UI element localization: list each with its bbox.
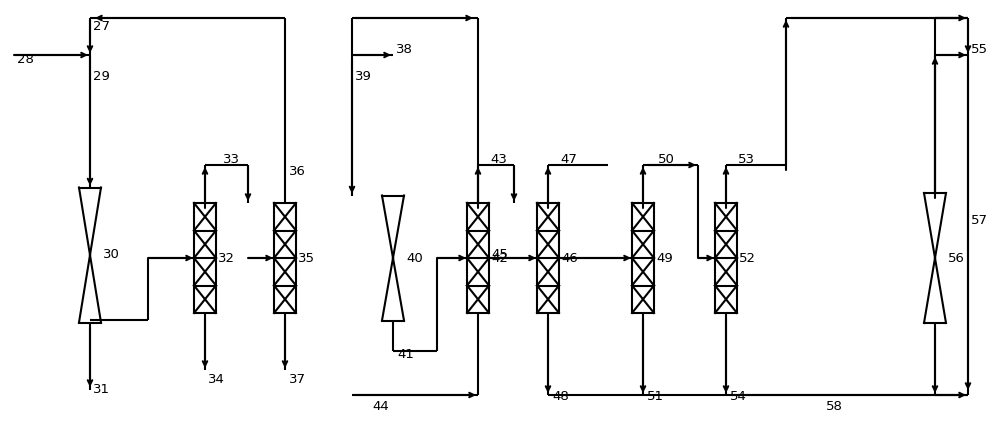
Text: 43: 43	[490, 153, 507, 166]
Text: 38: 38	[396, 43, 413, 56]
Text: 57: 57	[971, 213, 988, 227]
Text: 28: 28	[17, 53, 34, 66]
Text: 39: 39	[355, 70, 372, 83]
Text: 49: 49	[656, 251, 673, 265]
Text: 48: 48	[552, 390, 569, 403]
Text: 41: 41	[397, 348, 414, 362]
Text: 52: 52	[739, 251, 756, 265]
Text: 44: 44	[372, 400, 389, 413]
Text: 46: 46	[561, 251, 578, 265]
Text: 55: 55	[971, 43, 988, 56]
Text: 31: 31	[93, 383, 110, 396]
Text: 40: 40	[406, 251, 423, 265]
Text: 30: 30	[103, 248, 120, 262]
Text: 42: 42	[491, 251, 508, 265]
Text: 45: 45	[491, 248, 508, 261]
Text: 50: 50	[658, 153, 675, 166]
Text: 53: 53	[738, 153, 755, 166]
Text: 37: 37	[289, 373, 306, 386]
Text: 36: 36	[289, 165, 306, 178]
Text: 54: 54	[730, 390, 747, 403]
Text: 56: 56	[948, 251, 965, 265]
Text: 47: 47	[560, 153, 577, 166]
Text: 33: 33	[223, 153, 240, 166]
Text: 27: 27	[93, 20, 110, 33]
Text: 35: 35	[298, 251, 315, 265]
Text: 34: 34	[208, 373, 225, 386]
Text: 51: 51	[647, 390, 664, 403]
Text: 58: 58	[826, 400, 843, 413]
Text: 32: 32	[218, 251, 235, 265]
Text: 29: 29	[93, 70, 110, 83]
